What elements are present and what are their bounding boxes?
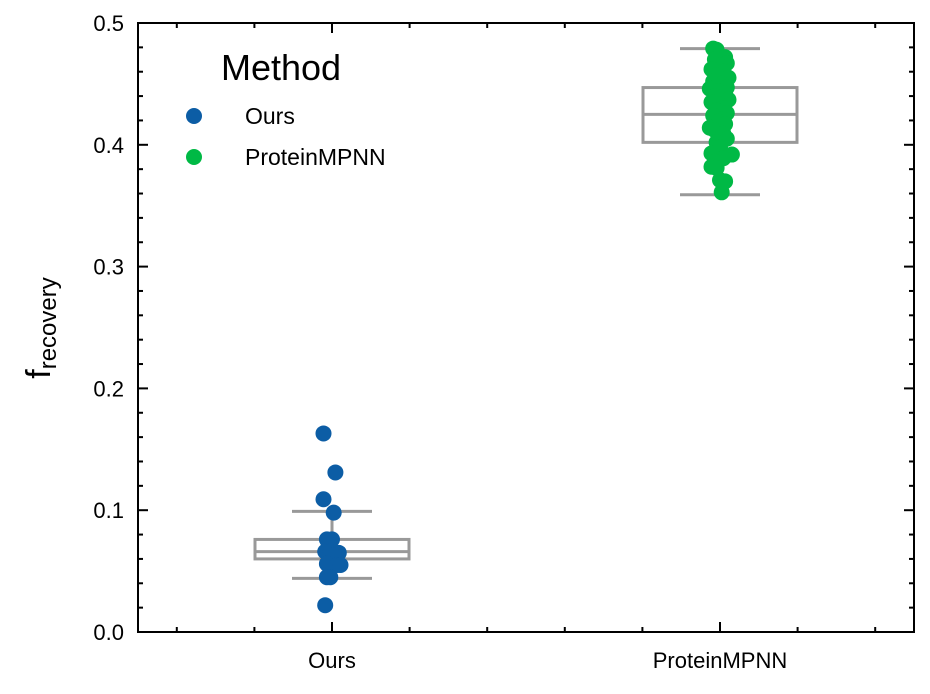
y-axis-label-subscript: recovery (35, 277, 62, 369)
ticks-layer (138, 22, 914, 633)
x-tick-labels: Ours ProteinMPNN (308, 648, 787, 673)
legend-label-ours: Ours (245, 103, 295, 129)
data-point-proteinmpnn (708, 159, 725, 176)
legend-title: Method (221, 47, 341, 88)
y-axis-label-main: f (20, 369, 58, 379)
data-point-ours (315, 425, 332, 442)
x-tick-label: ProteinMPNN (653, 648, 787, 673)
y-tick-label: 0.2 (93, 376, 124, 401)
y-tick-label: 0.5 (93, 11, 124, 36)
data-point-ours (327, 464, 344, 481)
legend-label-proteinmpnn: ProteinMPNN (245, 144, 386, 170)
legend-marker-proteinmpnn (186, 149, 202, 165)
x-tick-label: Ours (308, 648, 356, 673)
y-tick-label: 0.4 (93, 133, 124, 158)
data-point-proteinmpnn (713, 184, 730, 201)
data-point-ours (315, 491, 332, 508)
data-point-ours (332, 557, 349, 574)
legend: Method Ours ProteinMPNN (186, 47, 386, 170)
y-tick-label: 0.3 (93, 255, 124, 280)
axes-frame (137, 22, 915, 633)
legend-marker-ours (186, 108, 202, 124)
points-layer (315, 40, 740, 614)
y-tick-label: 0.0 (93, 620, 124, 645)
y-tick-label: 0.1 (93, 498, 124, 523)
y-axis-label: frecovery (20, 277, 62, 378)
y-tick-labels: 0.0 0.1 0.2 0.3 0.4 0.5 (93, 11, 124, 645)
data-point-ours (325, 504, 342, 521)
data-point-ours (317, 597, 334, 614)
data-point-ours (322, 569, 339, 586)
